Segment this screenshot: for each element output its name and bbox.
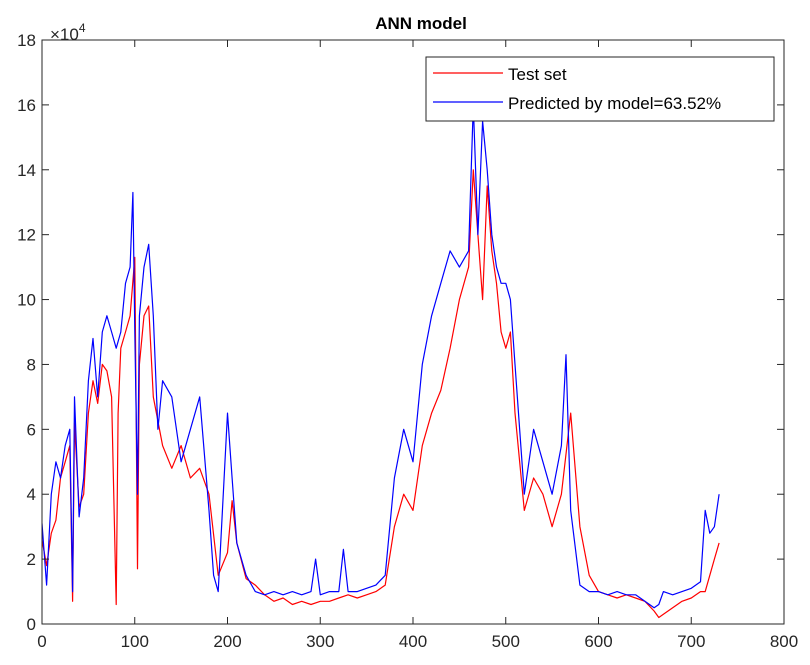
y-tick-label: 0 [27,615,36,634]
y-exponent-label: ×104 [50,21,86,44]
x-tick-label: 300 [306,632,334,651]
chart-title: ANN model [375,14,467,33]
x-tick-label: 0 [37,632,46,651]
legend: Test set Predicted by model=63.52% [425,56,775,122]
legend-label-test-set: Test set [508,65,567,84]
y-tick-label: 10 [17,291,36,310]
x-tick-label: 100 [121,632,149,651]
y-tick-label: 4 [27,485,36,504]
y-exponent-base: ×10 [50,25,79,44]
series-line-predicted [42,104,720,609]
y-exponent-power: 4 [79,21,86,35]
axes-layer: 0 100 200 300 400 500 600 700 800 0 2 4 6 8 10 12 14 16 18 [17,31,798,651]
series-layer [42,104,720,619]
x-tick-label: 200 [213,632,241,651]
y-tick-label: 18 [17,31,36,50]
axes-box [41,39,785,625]
x-tick-label: 700 [677,632,705,651]
series-line-test-set [42,169,720,619]
y-tick-label: 14 [17,161,36,180]
x-tick-label: 800 [770,632,798,651]
y-tick-label: 8 [27,355,36,374]
x-tick-label: 500 [492,632,520,651]
y-tick-label: 16 [17,96,36,115]
legend-box [425,56,775,122]
x-tick-label: 400 [399,632,427,651]
y-tick-label: 6 [27,420,36,439]
y-tick-label: 12 [17,226,36,245]
legend-label-predicted: Predicted by model=63.52% [508,94,721,113]
y-tick-label: 2 [27,550,36,569]
x-tick-label: 600 [584,632,612,651]
